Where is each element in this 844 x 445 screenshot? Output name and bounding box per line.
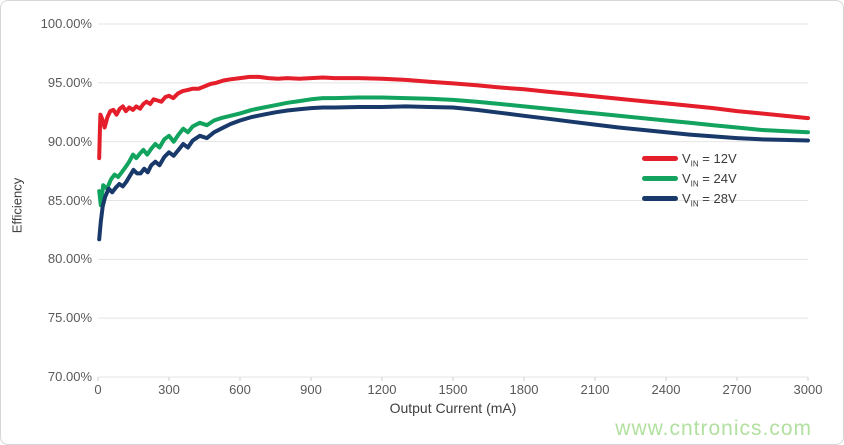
y-tick-label-100: 100.00% (40, 16, 92, 31)
x-axis-title: Output Current (mA) (389, 400, 517, 416)
series-line-vin-12v (97, 74, 810, 161)
y-tick-label-95: 95.00% (47, 74, 92, 90)
legend-item-vin-12v: VIN = 12V (642, 148, 737, 168)
legend-label-vin-12v: VIN = 12V (682, 150, 737, 169)
y-axis-title: Efficiency (9, 177, 25, 234)
x-tick-label-2100: 2100 (580, 382, 610, 397)
series-line-vin-28v (97, 104, 810, 242)
x-tick-label-2700: 2700 (722, 382, 752, 397)
x-tick-label-0: 0 (94, 382, 102, 397)
y-tick-label-85: 85.00% (47, 192, 92, 208)
chart-legend: VIN = 12V VIN = 24V VIN = 28V (642, 148, 737, 208)
x-tick-label-1500: 1500 (438, 382, 468, 397)
legend-label-vin-24v: VIN = 24V (682, 170, 737, 189)
x-tick-label-900: 900 (300, 382, 322, 397)
x-tick-label-1200: 1200 (367, 382, 397, 397)
y-tick-label-90: 90.00% (47, 133, 92, 149)
y-tick-label-80: 80.00% (47, 251, 92, 267)
legend-label-vin-28v: VIN = 28V (682, 190, 737, 209)
legend-swatch-vin-12v (642, 155, 678, 161)
x-tick-label-300: 300 (158, 382, 180, 397)
legend-swatch-vin-24v (642, 175, 678, 181)
x-tick-label-600: 600 (229, 382, 251, 397)
x-tick-label-2400: 2400 (651, 382, 681, 397)
y-tick-label-70: 70.00% (47, 369, 92, 384)
x-tick-label-1800: 1800 (509, 382, 539, 397)
series-line-vin-24v (97, 95, 810, 208)
y-tick-label-75: 75.00% (47, 310, 92, 326)
x-tick-label-3000: 3000 (793, 382, 823, 397)
legend-item-vin-28v: VIN = 28V (642, 188, 737, 208)
legend-item-vin-24v: VIN = 24V (642, 168, 737, 188)
legend-swatch-vin-28v (642, 195, 678, 201)
watermark-text: www.cntronics.com (615, 417, 812, 440)
